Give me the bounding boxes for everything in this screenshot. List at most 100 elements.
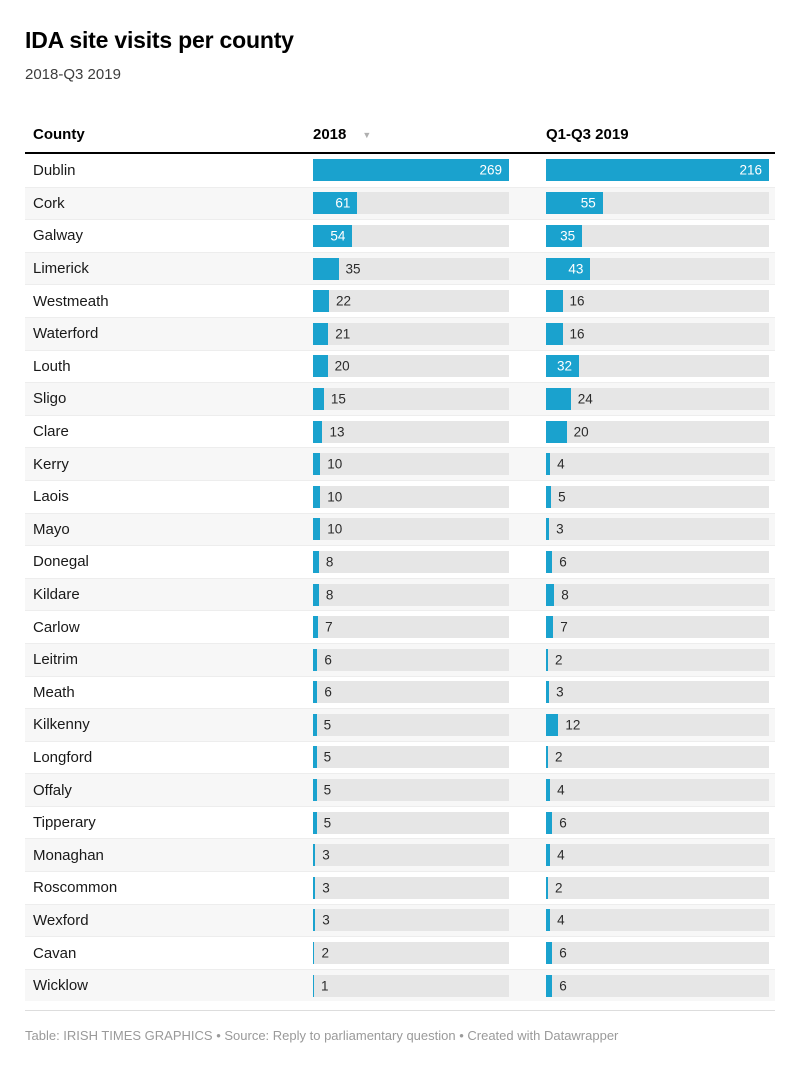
bar-cell-2018: 269: [313, 154, 509, 187]
bar-value-2019: 8: [561, 587, 569, 603]
bar-2019: [546, 224, 583, 247]
bar-track-2018: 8: [313, 550, 509, 573]
table-row: Clare 13 20: [25, 414, 775, 448]
table-row: Westmeath 22 16: [25, 284, 775, 317]
bar-value-2018: 6: [324, 684, 332, 700]
bar-track-2019: 8: [546, 583, 769, 606]
bar-track-2018: 2: [313, 942, 509, 965]
column-header-2018[interactable]: 2018 ▼: [313, 126, 509, 143]
bar-track-2019: 7: [546, 616, 769, 639]
bar-track-2018: 1: [313, 974, 509, 997]
bar-cell-2018: 5: [313, 807, 509, 839]
bar-track-2018: 10: [313, 485, 509, 508]
sort-descending-icon[interactable]: ▼: [362, 130, 372, 140]
bar-value-2018: 61: [335, 195, 351, 211]
bar-2019: [546, 909, 551, 932]
bar-cell-2018: 15: [313, 383, 509, 415]
bar-value-2018: 2: [321, 945, 329, 961]
bar-value-2018: 10: [327, 489, 343, 505]
bar-2018: [313, 909, 316, 932]
bar-track-2019: 4: [546, 909, 769, 932]
bar-value-2018: 269: [479, 162, 502, 178]
bar-cell-2018: 5: [313, 709, 509, 741]
chart-subtitle: 2018-Q3 2019: [25, 66, 121, 83]
bar-value-2019: 4: [557, 847, 565, 863]
bar-2019: [546, 844, 551, 867]
bar-track-2019: 43: [546, 257, 769, 280]
bar-2019: [546, 713, 559, 736]
bar-2019: [546, 942, 553, 965]
bar-track-2019: 4: [546, 453, 769, 476]
bar-track-2018: 54: [313, 224, 509, 247]
bar-value-2019: 3: [556, 684, 564, 700]
bar-cell-2018: 10: [313, 481, 509, 513]
bar-cell-2019: 2: [546, 742, 769, 774]
bar-2018: [313, 713, 317, 736]
bar-cell-2019: 4: [546, 839, 769, 871]
bar-2018: [313, 681, 318, 704]
bar-track-2018: 13: [313, 420, 509, 443]
bar-cell-2019: 216: [546, 154, 769, 187]
county-label: Sligo: [33, 390, 67, 408]
county-label: Clare: [33, 423, 69, 441]
county-label: Cavan: [33, 944, 77, 962]
bar-track-2019: 16: [546, 290, 769, 313]
bar-2018: [313, 290, 330, 313]
bar-track-2019: 216: [546, 159, 769, 182]
column-header-county[interactable]: County: [33, 126, 85, 143]
county-label: Donegal: [33, 553, 89, 571]
county-label: Monaghan: [33, 846, 104, 864]
bar-2019: [546, 974, 553, 997]
bar-track-2019: 6: [546, 942, 769, 965]
bar-cell-2018: 3: [313, 839, 509, 871]
bar-value-2019: 43: [568, 261, 584, 277]
bar-track-2019: 6: [546, 974, 769, 997]
bar-cell-2018: 10: [313, 514, 509, 546]
bar-2018: [313, 648, 318, 671]
bar-track-2018: 5: [313, 713, 509, 736]
bar-track-2018: 10: [313, 518, 509, 541]
bar-2018: [313, 257, 339, 280]
bar-track-2019: 24: [546, 387, 769, 410]
bar-cell-2019: 8: [546, 579, 769, 611]
table-body: Dublin 269 216 Cork 61: [25, 154, 775, 1002]
table-row: Mayo 10 3: [25, 512, 775, 546]
table-row: Carlow 7 7: [25, 610, 775, 643]
chart-footer: Table: IRISH TIMES GRAPHICS • Source: Re…: [25, 1010, 775, 1044]
bar-track-2019: 4: [546, 844, 769, 867]
bar-cell-2019: 6: [546, 937, 769, 969]
bar-value-2019: 2: [555, 880, 563, 896]
bar-value-2018: 20: [334, 358, 350, 374]
bar-value-2019: 20: [573, 424, 589, 440]
bar-value-2019: 6: [559, 978, 567, 994]
bar-2019: [546, 876, 549, 899]
bar-2018: [313, 876, 316, 899]
county-label: Carlow: [33, 618, 80, 636]
bar-2019: [546, 192, 603, 215]
column-header-2019[interactable]: Q1-Q3 2019: [546, 126, 769, 143]
table-row: Waterford 21 16: [25, 316, 775, 350]
bar-2018: [313, 355, 328, 378]
county-label: Mayo: [33, 520, 70, 538]
county-label: Kerry: [33, 455, 69, 473]
bar-cell-2019: 2: [546, 644, 769, 676]
bar-value-2019: 2: [555, 749, 563, 765]
bar-cell-2019: 43: [546, 253, 769, 285]
bar-cell-2018: 6: [313, 644, 509, 676]
bar-track-2018: 7: [313, 616, 509, 639]
bar-2019: [546, 355, 580, 378]
bar-cell-2018: 8: [313, 546, 509, 578]
bar-value-2018: 22: [336, 293, 352, 309]
bar-track-2018: 269: [313, 159, 509, 182]
bar-2019: [546, 583, 555, 606]
table-row: Tipperary 5 6: [25, 805, 775, 839]
bar-cell-2019: 24: [546, 383, 769, 415]
bar-value-2018: 1: [321, 978, 329, 994]
bar-track-2019: 16: [546, 322, 769, 345]
table-row: Kildare 8 8: [25, 577, 775, 611]
table-row: Donegal 8 6: [25, 545, 775, 578]
bar-cell-2019: 4: [546, 448, 769, 480]
bar-track-2018: 8: [313, 583, 509, 606]
bar-track-2018: 6: [313, 681, 509, 704]
